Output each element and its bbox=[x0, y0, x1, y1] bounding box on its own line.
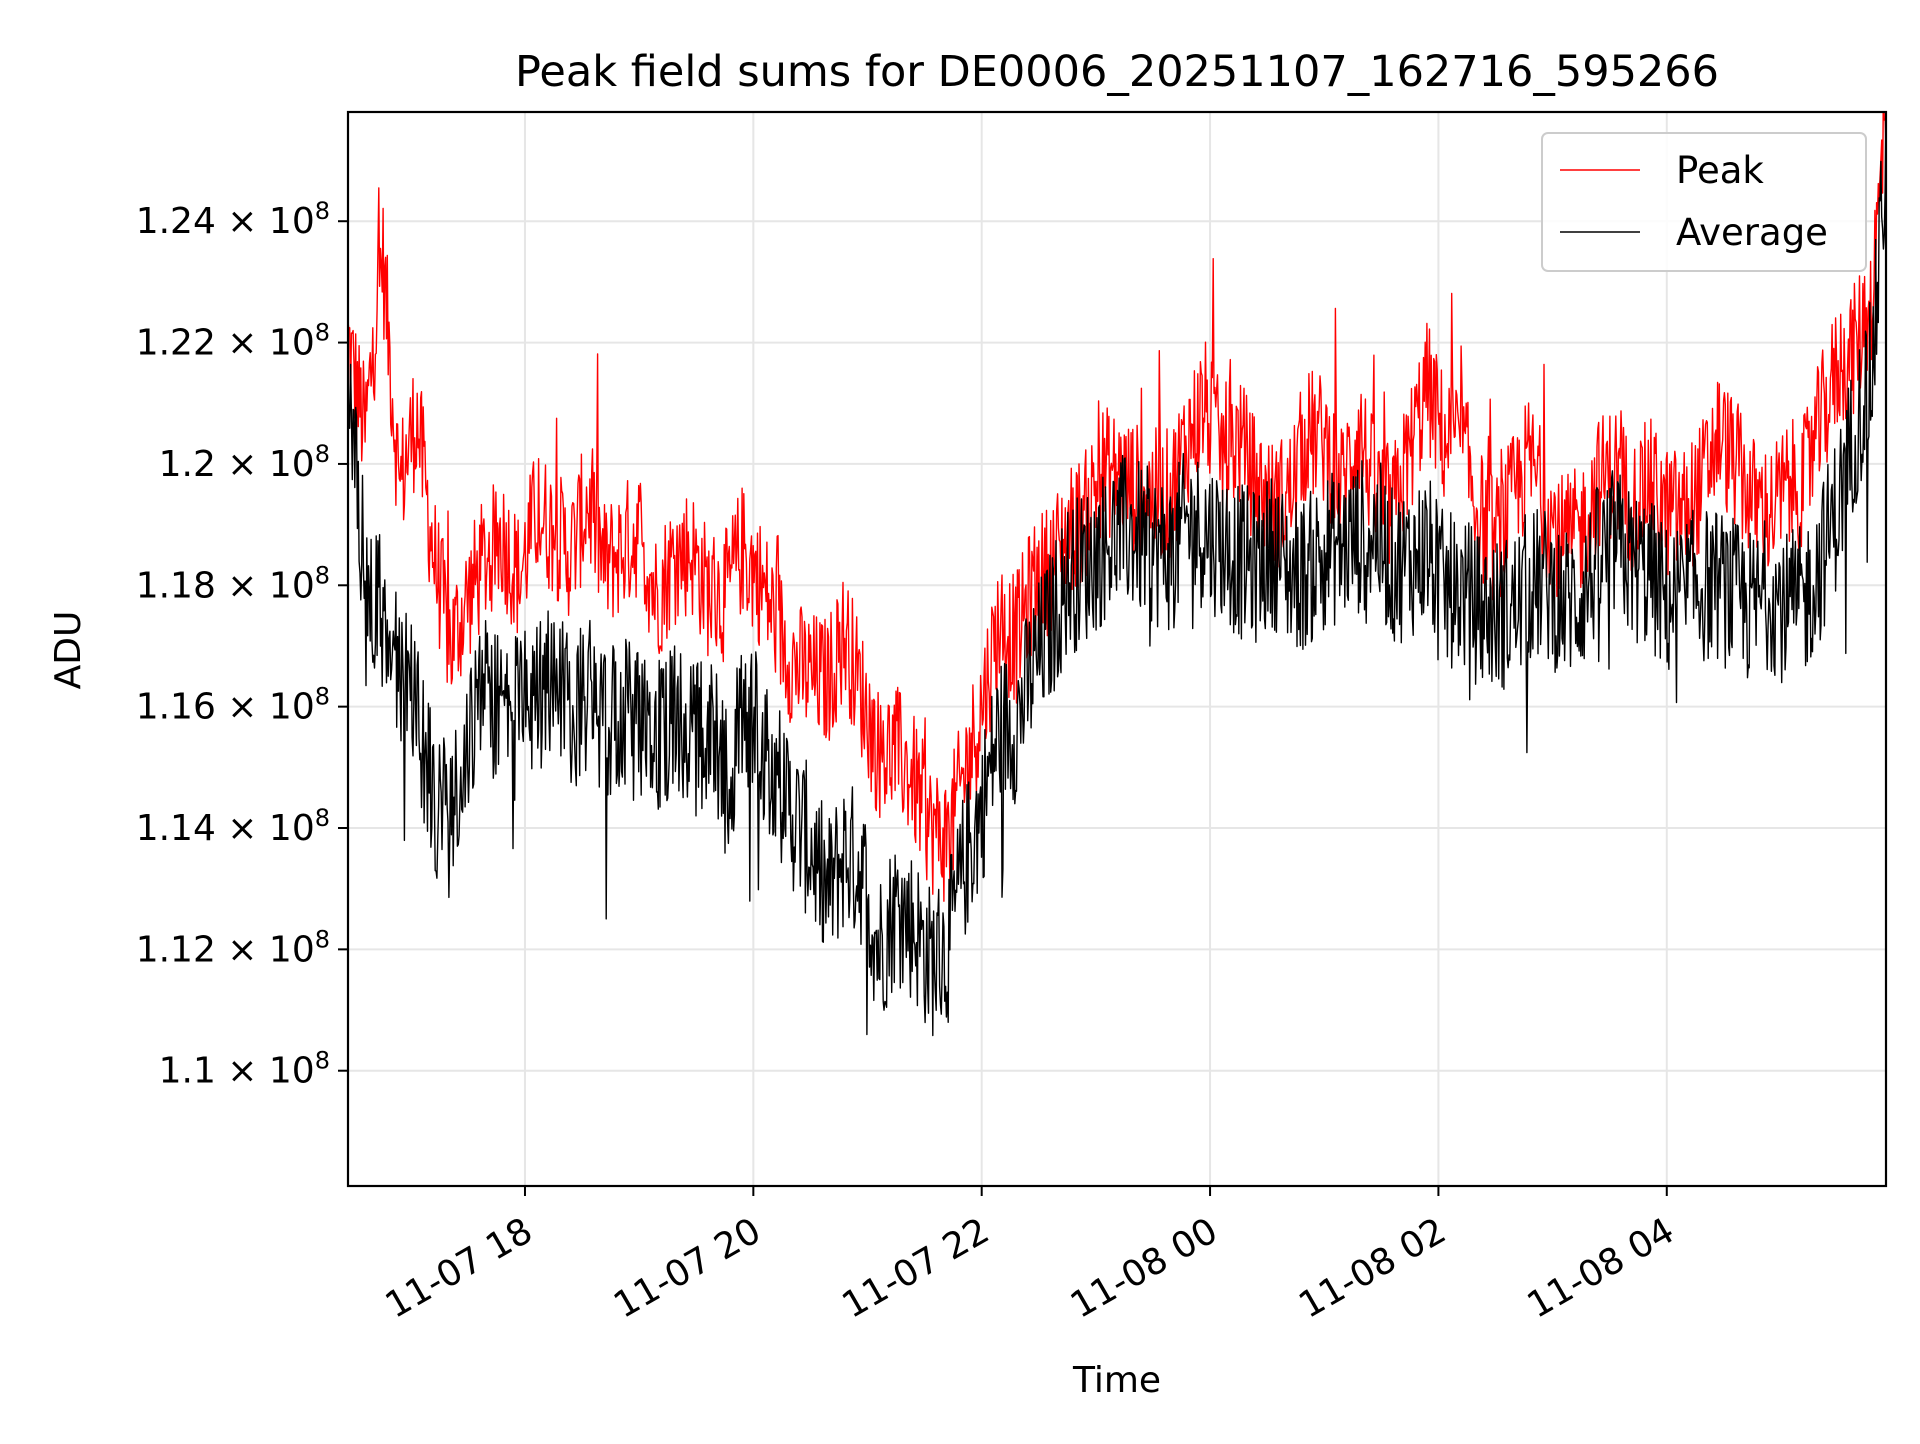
y-axis: 1.1 × 108 1.12 × 108 1.14 × 108 1.16 × 108 1… bbox=[136, 197, 348, 1092]
y-tick-label: 1.18 × 108 bbox=[136, 561, 330, 606]
legend-average-label: Average bbox=[1676, 211, 1828, 254]
legend-peak-label: Peak bbox=[1676, 149, 1764, 192]
y-tick-label: 1.24 × 108 bbox=[136, 197, 330, 242]
y-tick-label: 1.16 × 108 bbox=[136, 683, 330, 728]
x-axis-label: Time bbox=[1072, 1360, 1161, 1401]
chart-title: Peak field sums for DE0006_20251107_1627… bbox=[515, 47, 1719, 97]
y-tick-label: 1.14 × 108 bbox=[136, 804, 330, 849]
plot-frame bbox=[346, 110, 1888, 1188]
series-group bbox=[348, 112, 1886, 1037]
legend: Peak Average bbox=[1541, 132, 1867, 272]
peak-series-line bbox=[348, 112, 1886, 902]
y-tick-label: 1.12 × 108 bbox=[136, 925, 330, 970]
y-tick-label: 1.2 × 108 bbox=[159, 440, 330, 485]
y-tick-label: 1.1 × 108 bbox=[159, 1047, 330, 1092]
legend-box bbox=[1541, 132, 1867, 272]
y-axis-label: ADU bbox=[48, 611, 89, 690]
gridlines bbox=[348, 112, 1886, 1186]
y-tick-label: 1.22 × 108 bbox=[136, 319, 330, 364]
average-series-line bbox=[348, 112, 1886, 1037]
